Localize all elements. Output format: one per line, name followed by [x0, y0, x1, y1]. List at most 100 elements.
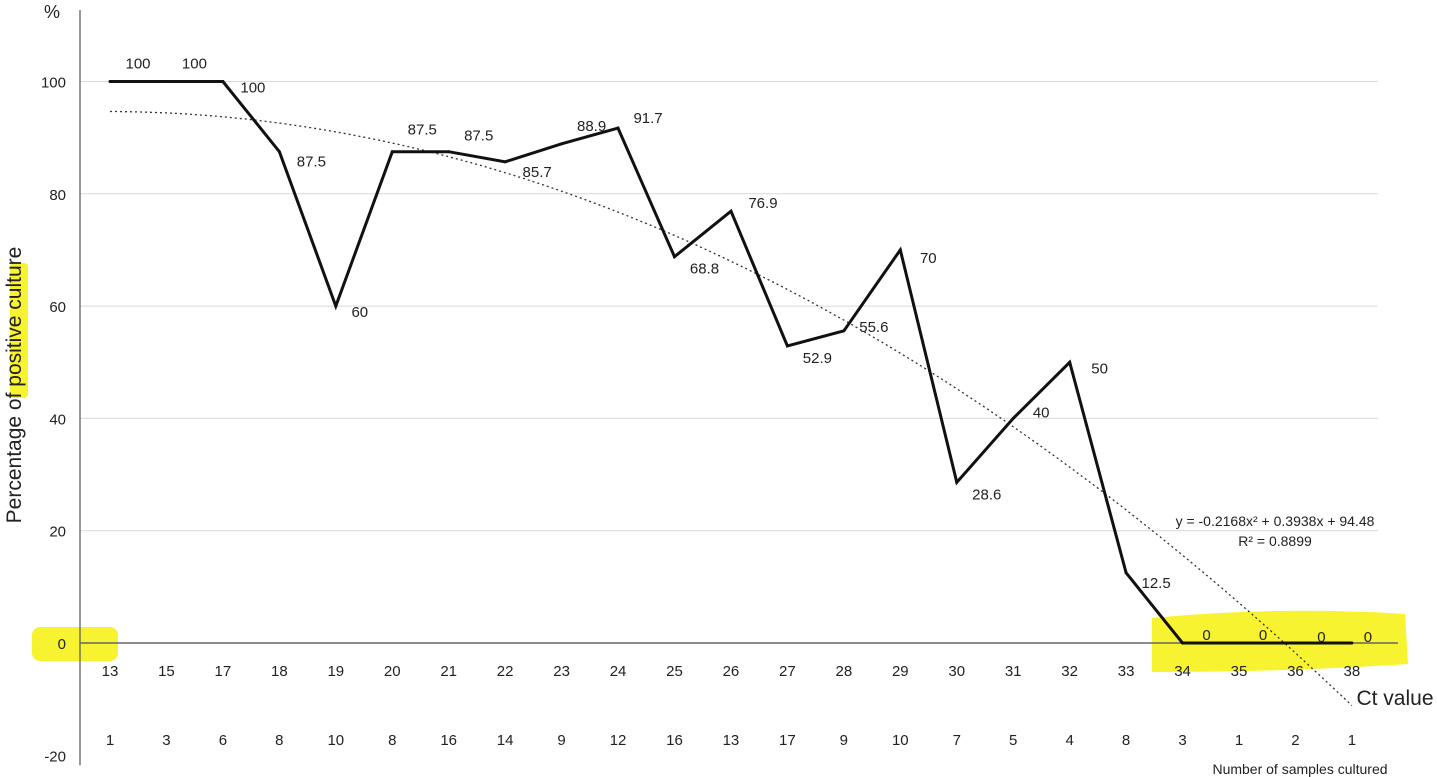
sample-count-label: 12 — [610, 732, 627, 749]
sample-count-label: 8 — [275, 732, 283, 749]
x-tick-label: 17 — [215, 663, 232, 680]
sample-count-label: 9 — [840, 732, 848, 749]
x-tick-label: 31 — [1005, 663, 1022, 680]
x-tick-label: 34 — [1174, 663, 1191, 680]
sample-count-label: 6 — [219, 732, 227, 749]
sample-count-label: 13 — [723, 732, 740, 749]
trendline-r2: R² = 0.8899 — [1238, 533, 1312, 549]
data-point — [447, 150, 451, 154]
x-tick-label: 28 — [836, 663, 853, 680]
highlight-ylabel-positive — [10, 263, 28, 398]
data-point — [503, 160, 507, 164]
sample-count-label: 1 — [1235, 732, 1243, 749]
data-point — [1293, 641, 1297, 645]
data-point — [277, 150, 281, 154]
x-tick-label: 38 — [1344, 663, 1361, 680]
x-tick-label: 24 — [610, 663, 627, 680]
x-tick-label: 19 — [327, 663, 344, 680]
data-point — [1237, 641, 1241, 645]
data-label: 52.9 — [803, 350, 832, 367]
data-label: 12.5 — [1141, 575, 1170, 592]
x-tick-label: 25 — [666, 663, 683, 680]
sample-count-label: 10 — [327, 732, 344, 749]
data-label: 87.5 — [408, 122, 437, 139]
data-point — [108, 80, 112, 83]
data-point — [1068, 360, 1072, 364]
data-label: 87.5 — [297, 154, 326, 171]
trendline-equation: y = -0.2168x² + 0.3938x + 94.48 — [1176, 513, 1375, 529]
data-point — [164, 80, 168, 83]
highlights — [10, 263, 1408, 672]
x-tick-label: 35 — [1231, 663, 1248, 680]
data-label: 85.7 — [523, 164, 552, 181]
data-label: 0 — [1202, 627, 1210, 644]
sample-count-label: 2 — [1291, 732, 1299, 749]
data-point — [785, 344, 789, 348]
data-label: 28.6 — [972, 486, 1001, 503]
highlight-zero-points — [1152, 610, 1408, 672]
trendline: y = -0.2168x² + 0.3938x + 94.48 R² = 0.88… — [110, 110, 1375, 707]
data-point — [1011, 416, 1015, 420]
y-unit-label: % — [44, 2, 60, 22]
x-tick-label: 18 — [271, 663, 288, 680]
data-point — [729, 209, 733, 213]
data-point — [390, 150, 394, 154]
data-label: 100 — [125, 56, 150, 73]
y-axis-title: Percentage of positive culture — [3, 247, 26, 524]
data-label: 76.9 — [748, 195, 777, 212]
data-label: 91.7 — [633, 110, 662, 127]
data-point — [842, 329, 846, 333]
data-point — [1350, 641, 1354, 645]
data-point — [673, 255, 676, 259]
highlight-zero-label — [32, 627, 118, 661]
x-axis-title: Ct value — [1356, 687, 1433, 710]
data-point — [955, 480, 959, 484]
data-label: 55.6 — [859, 319, 888, 336]
x-tick-label: 30 — [948, 663, 965, 680]
data-point — [560, 142, 564, 146]
sample-count-label: 8 — [388, 732, 396, 749]
x-tick-label: 36 — [1287, 663, 1304, 680]
x-tick-label: 32 — [1061, 663, 1078, 680]
sample-count-label: 16 — [666, 732, 683, 749]
data-label: 70 — [920, 250, 937, 267]
series-line — [108, 80, 1354, 645]
x-tick-label: 15 — [158, 663, 175, 680]
y-tick-label: 100 — [41, 75, 66, 92]
x-tick-label: 33 — [1118, 663, 1135, 680]
x-tick-label: 26 — [723, 663, 740, 680]
data-label: 68.8 — [690, 261, 719, 278]
gridlines — [80, 81, 1378, 532]
data-point — [898, 248, 902, 252]
y-tick-label: 60 — [49, 299, 66, 316]
data-point — [221, 80, 225, 83]
x-tick-label: 29 — [892, 663, 909, 680]
sample-count-label: 5 — [1009, 732, 1017, 749]
sample-count-label: 8 — [1122, 732, 1130, 749]
data-point — [334, 304, 338, 308]
data-label: 50 — [1091, 360, 1108, 377]
data-point — [1181, 641, 1185, 645]
data-point — [1124, 571, 1128, 575]
x-tick-label: 27 — [779, 663, 796, 680]
data-label: 0 — [1364, 629, 1372, 646]
sample-count-label: 10 — [892, 732, 909, 749]
sample-count-label: 1 — [106, 732, 114, 749]
data-label: 87.5 — [464, 128, 493, 145]
sample-count-label: 7 — [953, 732, 961, 749]
sample-count-label: 4 — [1065, 732, 1073, 749]
sample-count-label: 17 — [779, 732, 796, 749]
sample-count-label: 1 — [1348, 732, 1356, 749]
sample-count-label: 3 — [162, 732, 170, 749]
labels: 100 100 100 87.5 60 87.5 87.5 85.7 88.9 91.7 68.8 7… — [125, 56, 1372, 647]
x-tick-label: 20 — [384, 663, 401, 680]
data-label: 0 — [1259, 627, 1267, 644]
secondary-x-axis-title: Number of samples cultured — [1212, 761, 1387, 777]
sample-count-label: 3 — [1178, 732, 1186, 749]
x-tick-label: 21 — [440, 663, 457, 680]
data-label: 60 — [351, 304, 368, 321]
data-label: 100 — [240, 80, 265, 97]
y-tick-label: 40 — [49, 411, 66, 428]
